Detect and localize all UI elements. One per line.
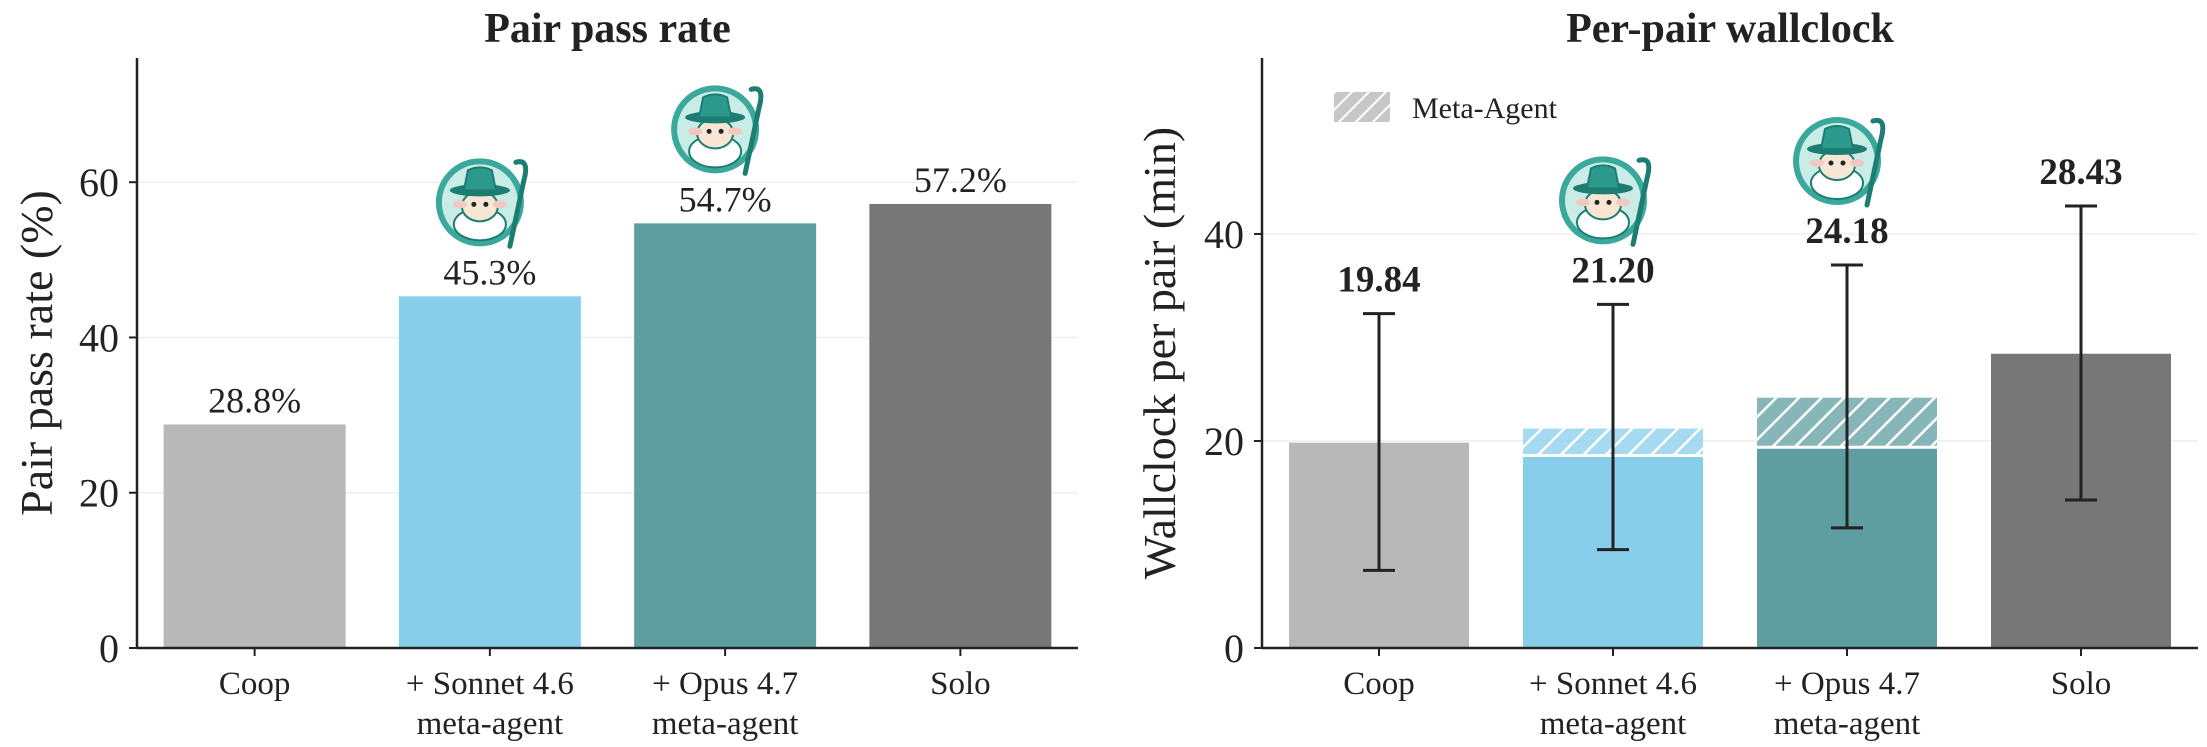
y-tick-label: 60 [79, 160, 119, 205]
error-bar [1597, 302, 1629, 552]
y-tick-label: 40 [79, 315, 119, 360]
chart-title: Per-pair wallclock [1566, 6, 1894, 52]
x-tick-label: + Sonnet 4.6 [406, 666, 574, 702]
y-tick-label: 20 [79, 471, 119, 516]
legend: Meta-Agent [1334, 92, 1558, 125]
y-tick-label: 0 [1224, 626, 1244, 671]
x-tick-label: meta-agent [652, 706, 799, 742]
y-tick-label: 0 [99, 626, 119, 671]
sheep-mascot-icon [435, 158, 529, 249]
bar [163, 424, 346, 648]
bar [869, 203, 1052, 648]
sheep-mascot-icon [1559, 156, 1652, 247]
pass-rate-chart: Pair pass rate Pair pass rate (%) 0 20 40 60 2… [11, 6, 1078, 742]
x-tick-label: meta-agent [417, 706, 564, 742]
x-tick-label: + Sonnet 4.6 [1529, 666, 1697, 702]
value-label: 28.8% [208, 380, 301, 420]
x-tick-label: Solo [2051, 666, 2112, 702]
legend-label: Meta-Agent [1412, 92, 1558, 125]
y-tick-label: 40 [1204, 212, 1244, 257]
value-label: 21.20 [1571, 250, 1654, 291]
y-tick-label: 20 [1204, 419, 1244, 464]
x-tick-label: Solo [930, 666, 991, 702]
legend-swatch [1334, 92, 1390, 122]
value-label: 54.7% [679, 179, 772, 219]
x-tick-label: meta-agent [1774, 706, 1921, 742]
y-axis-label: Wallclock per pair (min) [1134, 127, 1185, 579]
error-bar [1831, 263, 1863, 530]
value-label: 45.3% [443, 252, 536, 292]
x-tick-label: + Opus 4.7 [652, 666, 798, 702]
x-tick-label: Coop [1343, 666, 1415, 702]
bar [398, 296, 581, 648]
bar [634, 223, 817, 648]
value-label: 57.2% [914, 160, 1007, 200]
error-bar [1363, 312, 1395, 572]
y-axis-label: Pair pass rate (%) [11, 190, 62, 516]
x-tick-label: meta-agent [1540, 706, 1687, 742]
wallclock-chart: Per-pair wallclock Wallclock per pair (mi… [1134, 6, 2198, 742]
chart-title: Pair pass rate [484, 6, 731, 52]
value-label: 28.43 [2039, 152, 2122, 193]
error-bar [2065, 204, 2097, 502]
x-tick-label: Coop [219, 666, 291, 702]
x-tick-label: + Opus 4.7 [1774, 666, 1920, 702]
value-label: 19.84 [1337, 260, 1420, 301]
sheep-mascot-icon [671, 85, 764, 176]
value-label: 24.18 [1805, 211, 1888, 252]
sheep-mascot-icon [1793, 117, 1886, 208]
